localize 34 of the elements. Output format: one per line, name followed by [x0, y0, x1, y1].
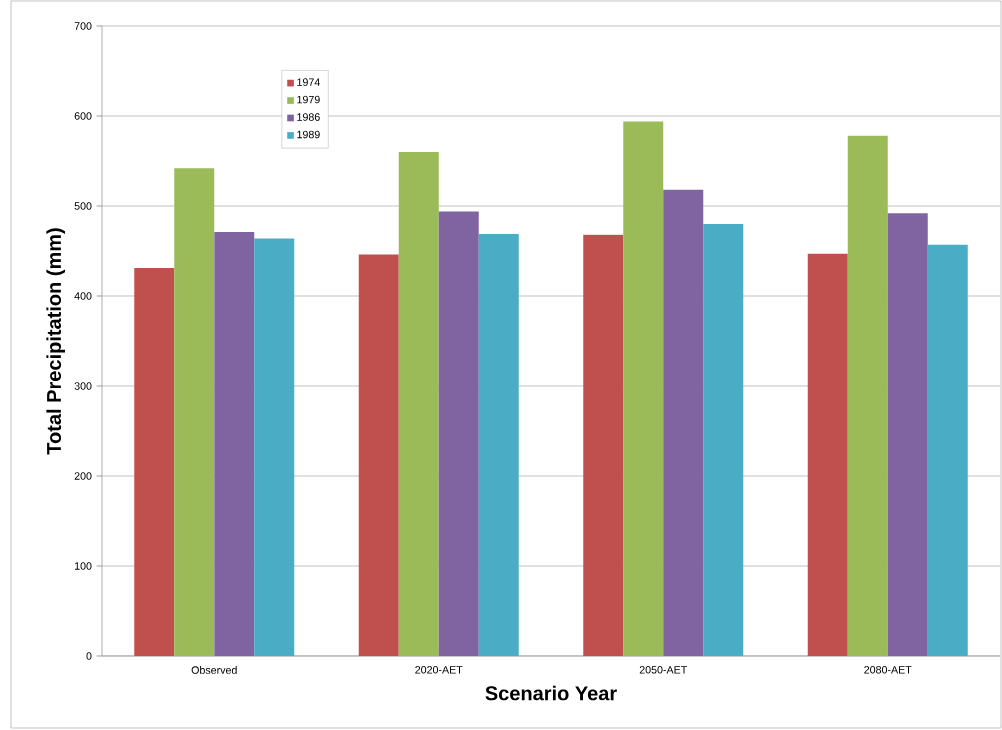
legend-label: 1979 — [297, 95, 320, 104]
y-tick-label: 600 — [74, 112, 92, 120]
legend-label: 1986 — [297, 113, 320, 121]
legend-label: 1989 — [297, 130, 320, 139]
bar — [847, 135, 888, 656]
y-tick-label: 400 — [74, 292, 92, 300]
bar — [214, 232, 255, 656]
y-tick-label: 100 — [74, 562, 92, 570]
y-tick-label: 300 — [74, 382, 92, 390]
bar — [478, 233, 519, 656]
y-tick-label: 0 — [86, 652, 92, 660]
bar — [663, 189, 704, 656]
bar — [358, 254, 399, 656]
bar — [887, 213, 928, 656]
bar — [583, 234, 624, 656]
y-tick-label: 500 — [74, 202, 92, 210]
bar — [807, 253, 848, 656]
bar — [174, 168, 215, 656]
y-tick-label: 200 — [74, 472, 92, 480]
bar — [927, 244, 968, 656]
bar — [134, 268, 175, 656]
bar — [703, 223, 744, 656]
legend-label: 1974 — [297, 78, 320, 86]
x-axis-title: Scenario Year — [485, 685, 617, 701]
y-axis-title: Total Precipitation (mm) — [46, 228, 65, 455]
y-tick-label: 700 — [74, 22, 92, 30]
bar — [398, 151, 439, 656]
x-tick-label: 2080-AET — [864, 666, 912, 674]
x-tick-label: Observed — [191, 666, 237, 674]
x-tick-label: 2020-AET — [415, 666, 463, 674]
bar — [254, 238, 295, 656]
x-tick-label: 2050-AET — [639, 666, 688, 674]
bar — [623, 121, 664, 656]
bar — [438, 211, 479, 656]
